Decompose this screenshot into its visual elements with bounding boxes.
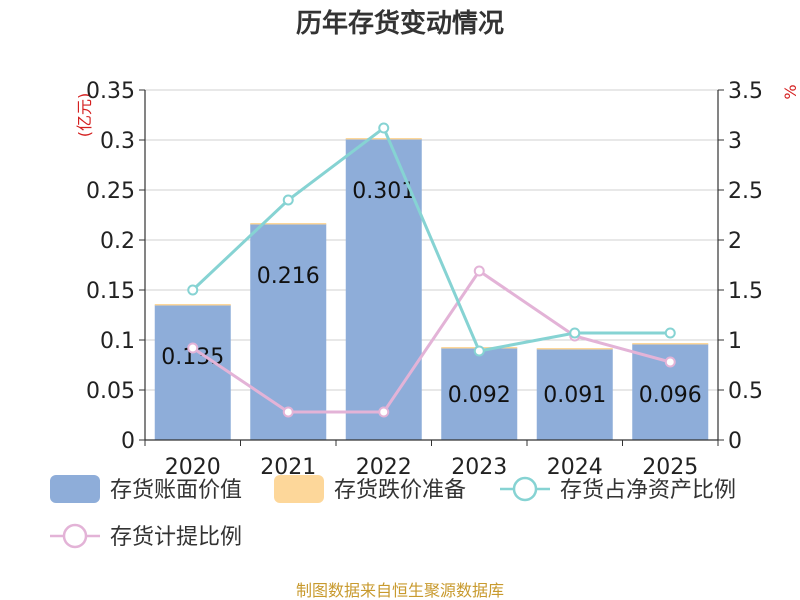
bar-inventory-book-value [441, 348, 518, 440]
left-tick-label: 0.25 [86, 179, 135, 204]
bar-impairment-provision [536, 348, 613, 350]
left-tick-label: 0.2 [100, 229, 135, 254]
x-tick-label: 2020 [165, 455, 221, 480]
series-point [282, 406, 294, 418]
legend-marker [62, 523, 88, 549]
left-tick-label: 0.15 [86, 279, 135, 304]
chart-title: 历年存货变动情况 [296, 8, 504, 39]
legend-label: 存货跌价准备 [334, 478, 466, 503]
left-tick-label: 0 [121, 429, 135, 454]
bar-data-label: 0.216 [257, 264, 320, 289]
bar-impairment-provision [345, 138, 422, 140]
series-point [282, 194, 294, 206]
bar-data-label: 0.096 [639, 383, 702, 408]
legend-label: 存货账面价值 [110, 478, 242, 503]
right-tick-label: 1.5 [728, 279, 763, 304]
x-tick-label: 2025 [642, 455, 698, 480]
series-point [378, 122, 390, 134]
series-point [569, 327, 581, 339]
series-point [378, 406, 390, 418]
bar-data-label: 0.301 [352, 179, 415, 204]
bar-impairment-provision [250, 223, 327, 225]
legend-label: 存货占净资产比例 [560, 478, 736, 503]
x-tick-label: 2022 [356, 455, 412, 480]
x-tick-label: 2024 [547, 455, 603, 480]
right-tick-label: 2.5 [728, 179, 763, 204]
source-note: 制图数据来自恒生聚源数据库 [296, 581, 504, 600]
right-tick-label: 2 [728, 229, 742, 254]
bar-inventory-book-value [154, 305, 231, 440]
series-line [191, 268, 671, 414]
right-axis-unit: % [781, 84, 800, 99]
left-tick-label: 0.1 [100, 329, 135, 354]
legend-swatch [50, 475, 100, 503]
left-tick-label: 0.3 [100, 129, 135, 154]
right-tick-label: 0 [728, 429, 742, 454]
right-tick-label: 3.5 [728, 79, 763, 104]
legend-label: 存货计提比例 [110, 525, 242, 550]
bar-inventory-book-value [250, 224, 327, 440]
left-tick-label: 0.05 [86, 379, 135, 404]
series-point [473, 345, 485, 357]
series-point [473, 265, 485, 277]
legend-swatch [274, 475, 324, 503]
x-tick-label: 2023 [451, 455, 507, 480]
right-tick-label: 1 [728, 329, 742, 354]
series-line [191, 125, 671, 353]
series-point [187, 342, 199, 354]
series-point [664, 327, 676, 339]
bar-impairment-provision [154, 304, 231, 306]
axes: 0 0.05 0.1 0.15 0.2 0.25 0.3 0.35 0 0.5 1 1.5 2 2.5 3 3… [86, 79, 763, 480]
left-axis-unit: (亿元) [75, 93, 94, 138]
right-tick-label: 0.5 [728, 379, 763, 404]
bar-impairment-provision [632, 343, 709, 345]
legend-marker [512, 476, 538, 502]
series-point [664, 356, 676, 368]
bar-inventory-book-value [536, 349, 613, 440]
series-point [187, 284, 199, 296]
right-tick-label: 3 [728, 129, 742, 154]
bar-data-label: 0.092 [448, 383, 511, 408]
left-tick-label: 0.35 [86, 79, 135, 104]
bar-data-label: 0.091 [543, 383, 606, 408]
lines [187, 122, 676, 418]
